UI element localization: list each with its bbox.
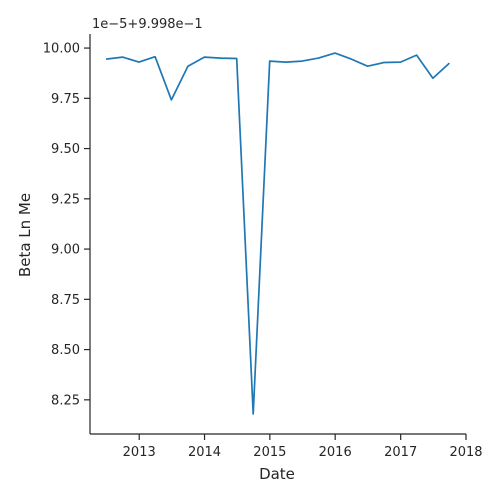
x-tick-label: 2014 [188,445,221,460]
x-tick-label: 2015 [253,445,286,460]
y-axis-offset-text: 1e−5+9.998e−1 [92,17,203,32]
y-tick-label: 9.25 [51,192,80,207]
y-tick-label: 9.00 [51,243,80,258]
x-tick-label: 2017 [384,445,417,460]
y-axis-ticks: 8.25 8.50 8.75 9.00 9.25 9.50 9.75 10.00 [43,42,90,408]
y-tick-label: 8.50 [51,343,80,358]
y-tick-label: 8.75 [51,293,80,308]
x-axis-ticks: 2013 2014 2015 2016 2017 2018 [123,434,483,460]
x-tick-label: 2016 [319,445,352,460]
x-tick-label: 2018 [449,445,482,460]
x-axis-label: Date [259,465,295,483]
y-tick-label: 10.00 [43,42,80,57]
y-tick-label: 9.50 [51,142,80,157]
series-line [105,52,450,415]
y-tick-label: 9.75 [51,92,80,107]
y-axis-label: Beta Ln Me [16,193,34,277]
y-tick-label: 8.25 [51,393,80,408]
x-tick-label: 2013 [123,445,156,460]
